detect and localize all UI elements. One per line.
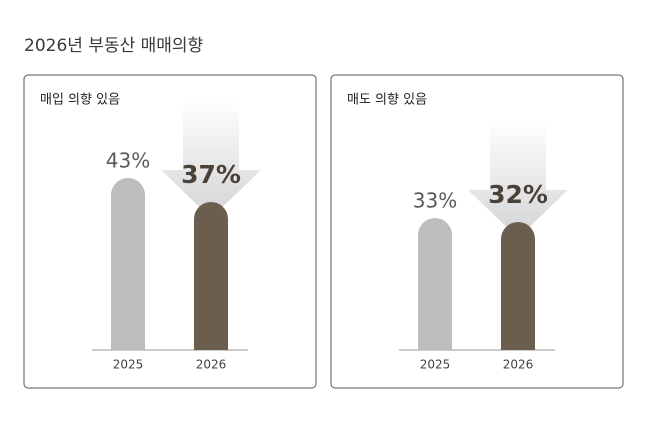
x-tick-label: 2025 (113, 358, 144, 372)
arrow-decoration (468, 120, 568, 238)
value-label: 43% (106, 149, 150, 173)
value-label: 32% (488, 180, 548, 209)
page-title: 2026년 부동산 매매의향 (24, 36, 203, 56)
x-tick-label: 2025 (420, 358, 451, 372)
x-tick-label: 2026 (196, 358, 227, 372)
x-tick-label: 2026 (503, 358, 534, 372)
panel-title: 매도 의향 있음 (347, 93, 427, 108)
value-label: 37% (181, 160, 241, 189)
panel (23, 74, 317, 389)
panel-title: 매입 의향 있음 (40, 93, 120, 108)
bar (418, 218, 452, 350)
bar (111, 178, 145, 350)
arrow-decoration (161, 100, 261, 218)
bar (194, 202, 228, 350)
bar (501, 222, 535, 350)
value-label: 33% (413, 189, 457, 213)
panel (330, 74, 624, 389)
